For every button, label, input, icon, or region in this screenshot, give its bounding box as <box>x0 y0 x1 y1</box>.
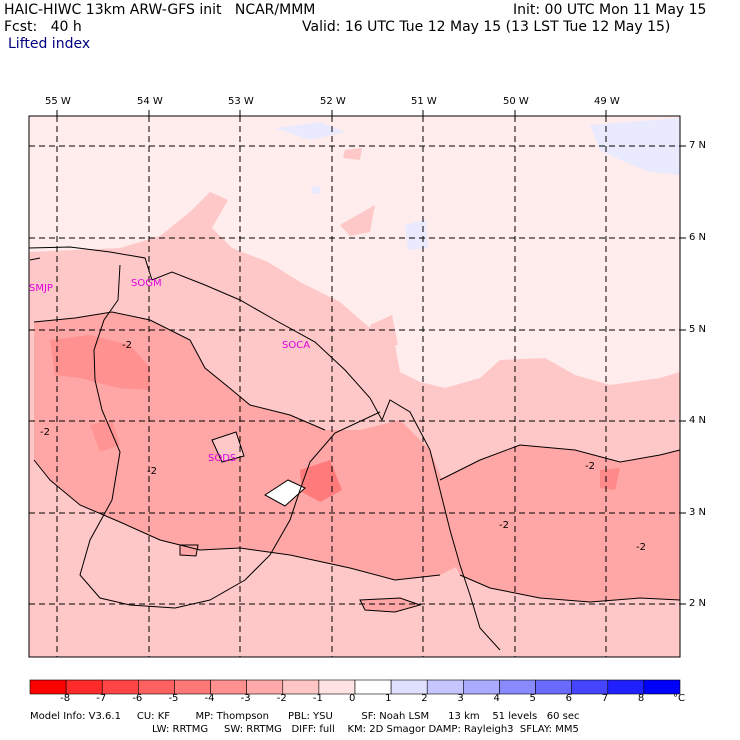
header-forecast-hour: Fcst: 40 h <box>4 19 82 35</box>
field-name: Lifted index <box>8 36 91 52</box>
lon-label: 52 W <box>320 96 346 107</box>
colorbar-swatch <box>282 679 320 695</box>
colorbar-tick-label: -6 <box>132 693 143 704</box>
colorbar-tick-label: -8 <box>60 693 71 704</box>
lat-label: 5 N <box>689 324 707 335</box>
lat-label: 7 N <box>689 140 707 151</box>
lon-label: 51 W <box>411 96 437 107</box>
lon-label: 55 W <box>45 96 71 107</box>
colorbar-swatch <box>571 679 609 695</box>
axis-ticks <box>56 110 686 605</box>
colorbar-swatch <box>499 679 536 695</box>
colorbar-tick-label: 6 <box>565 693 573 704</box>
lon-label: 53 W <box>228 96 254 107</box>
colorbar-swatch <box>390 679 428 695</box>
header-init-time: Init: 00 UTC Mon 11 May 15 <box>513 2 707 18</box>
contour-label: -2 <box>40 427 50 438</box>
colorbar <box>29 679 681 695</box>
colorbar-swatch <box>246 679 284 695</box>
contour-label: -2 <box>122 340 132 351</box>
lon-label: 50 W <box>503 96 529 107</box>
lat-label: 3 N <box>689 507 707 518</box>
colorbar-swatch <box>354 679 392 695</box>
colorbar-tick-label: -3 <box>240 693 251 704</box>
contour-label: -2 <box>147 466 157 477</box>
colorbar-tick-label: -4 <box>204 693 215 704</box>
colorbar-swatch <box>463 679 500 695</box>
contour-label: -2 <box>499 520 509 531</box>
header-title: HAIC-HIWC 13km ARW-GFS init NCAR/MMM <box>4 2 316 18</box>
colorbar-swatch <box>65 679 103 695</box>
lat-lon-grid <box>29 116 680 657</box>
colorbar-tick-label: 5 <box>529 693 536 704</box>
header-valid-time: Valid: 16 UTC Tue 12 May 15 (13 LST Tue … <box>302 19 671 35</box>
colorbar-tick-label: -7 <box>96 693 107 704</box>
colorbar-swatch <box>174 679 211 695</box>
lon-label: 54 W <box>137 96 163 107</box>
colorbar-swatch <box>318 679 356 695</box>
lifted-index-field <box>29 116 680 657</box>
colorbar-tick-label: 3 <box>457 693 464 704</box>
lat-label: 2 N <box>689 598 707 609</box>
station-label-soca: SOCA <box>282 340 311 351</box>
contour-label: -2 <box>585 461 595 472</box>
station-label-sogm: SOGM <box>131 278 162 289</box>
map-frame <box>28 115 681 658</box>
model-info-line1: Model Info: V3.6.1 CU: KF MP: Thompson P… <box>30 711 580 722</box>
lon-label: 49 W <box>594 96 620 107</box>
contour-label: -2 <box>636 542 646 553</box>
station-label-smjp: SMJP <box>29 283 53 294</box>
colorbar-tick-label: 4 <box>493 693 500 704</box>
colorbar-swatch <box>29 679 67 695</box>
colorbar-swatch <box>535 679 572 695</box>
lat-label: 6 N <box>689 232 707 243</box>
colorbar-tick-label: 0 <box>349 693 356 704</box>
colorbar-swatch <box>138 679 175 695</box>
lat-label: 4 N <box>689 415 707 426</box>
model-info-line2: LW: RRTMG SW: RRTMG DIFF: full KM: 2D Sm… <box>152 724 579 735</box>
colorbar-tick-label: -1 <box>312 693 323 704</box>
colorbar-swatch <box>210 679 247 695</box>
colorbar-tick-label: 2 <box>421 693 428 704</box>
coastline-borders <box>29 246 501 651</box>
colorbar-unit: °C <box>673 693 685 704</box>
station-label-sods: SODS <box>208 453 237 464</box>
colorbar-swatch <box>101 679 139 695</box>
contour-lines <box>33 311 680 613</box>
colorbar-tick-label: 8 <box>637 693 645 704</box>
colorbar-tick-label: -5 <box>168 693 179 704</box>
colorbar-swatch <box>607 679 645 695</box>
colorbar-tick-label: 7 <box>601 693 609 704</box>
colorbar-swatch <box>643 679 681 695</box>
colorbar-swatch <box>426 679 464 695</box>
colorbar-tick-label: 1 <box>385 693 392 704</box>
colorbar-tick-label: -2 <box>276 693 287 704</box>
